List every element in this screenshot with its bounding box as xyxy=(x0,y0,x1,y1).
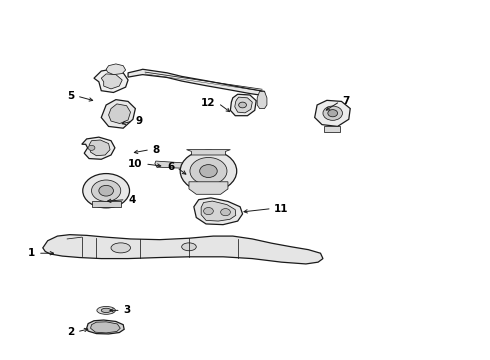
Polygon shape xyxy=(43,235,323,264)
Circle shape xyxy=(83,174,129,208)
Polygon shape xyxy=(187,150,230,155)
Circle shape xyxy=(200,165,217,177)
Circle shape xyxy=(328,110,338,117)
Circle shape xyxy=(220,208,230,216)
Polygon shape xyxy=(315,100,350,126)
Circle shape xyxy=(92,180,121,202)
Polygon shape xyxy=(101,100,135,128)
Text: 11: 11 xyxy=(274,203,289,213)
Text: 1: 1 xyxy=(28,248,35,258)
Polygon shape xyxy=(324,126,341,132)
Text: 7: 7 xyxy=(343,96,350,107)
Ellipse shape xyxy=(101,308,111,312)
Polygon shape xyxy=(92,202,121,207)
Text: 9: 9 xyxy=(135,116,143,126)
Polygon shape xyxy=(82,137,115,159)
Text: 12: 12 xyxy=(201,98,216,108)
Circle shape xyxy=(99,185,114,196)
Circle shape xyxy=(88,145,95,150)
Text: 5: 5 xyxy=(67,91,74,101)
Polygon shape xyxy=(257,91,267,109)
Text: 4: 4 xyxy=(128,195,135,204)
Polygon shape xyxy=(109,104,130,123)
Text: 6: 6 xyxy=(167,162,174,172)
Polygon shape xyxy=(128,69,265,96)
Ellipse shape xyxy=(111,243,130,253)
Text: 10: 10 xyxy=(128,159,143,169)
Text: 3: 3 xyxy=(123,305,130,315)
Ellipse shape xyxy=(97,306,116,314)
Polygon shape xyxy=(89,140,110,156)
Text: 8: 8 xyxy=(152,145,160,155)
Circle shape xyxy=(180,150,237,192)
Polygon shape xyxy=(155,161,184,168)
Polygon shape xyxy=(230,94,256,116)
Polygon shape xyxy=(101,74,122,89)
Polygon shape xyxy=(201,201,236,221)
Polygon shape xyxy=(87,320,124,334)
Polygon shape xyxy=(106,64,125,75)
Circle shape xyxy=(203,207,213,215)
Circle shape xyxy=(239,102,246,108)
Polygon shape xyxy=(194,198,243,225)
Polygon shape xyxy=(189,182,228,194)
Text: 2: 2 xyxy=(67,327,74,337)
Polygon shape xyxy=(235,97,252,113)
Circle shape xyxy=(190,157,227,185)
Polygon shape xyxy=(91,322,120,333)
Ellipse shape xyxy=(182,243,196,251)
Circle shape xyxy=(323,106,343,120)
Polygon shape xyxy=(94,69,128,93)
